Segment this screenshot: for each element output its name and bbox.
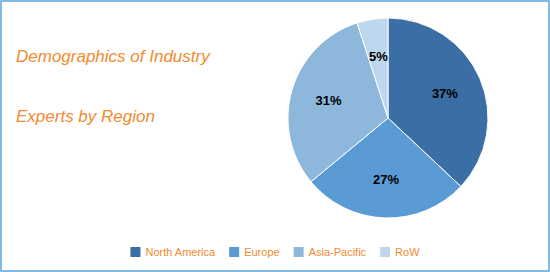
legend-swatch bbox=[229, 247, 239, 257]
data-labels: 37% 27% 31% 5% bbox=[315, 49, 458, 187]
title: Demographics of Industry bbox=[16, 47, 211, 66]
legend: North America Europe Asia-Pacific RoW bbox=[130, 246, 420, 258]
border bbox=[1, 1, 549, 271]
subtitle: Experts by Region bbox=[16, 107, 155, 126]
chart: Demographics of Industry Experts by Regio… bbox=[0, 0, 550, 272]
data-label: 5% bbox=[369, 49, 388, 64]
legend-item: RoW bbox=[380, 246, 420, 258]
legend-swatch bbox=[130, 247, 140, 257]
legend-item: Asia-Pacific bbox=[294, 246, 367, 258]
legend-item: North America bbox=[130, 246, 216, 258]
legend-label: Europe bbox=[244, 246, 279, 258]
legend-swatch bbox=[380, 247, 390, 257]
data-label: 31% bbox=[315, 93, 341, 108]
slice bbox=[357, 18, 388, 118]
data-label: 27% bbox=[373, 172, 399, 187]
legend-item: Europe bbox=[229, 246, 279, 258]
legend-label: RoW bbox=[395, 246, 420, 258]
legend-swatch bbox=[294, 247, 304, 257]
pie bbox=[288, 18, 488, 218]
legend-label: Asia-Pacific bbox=[309, 246, 367, 258]
data-label: 37% bbox=[432, 86, 458, 101]
legend-label: North America bbox=[145, 246, 216, 258]
